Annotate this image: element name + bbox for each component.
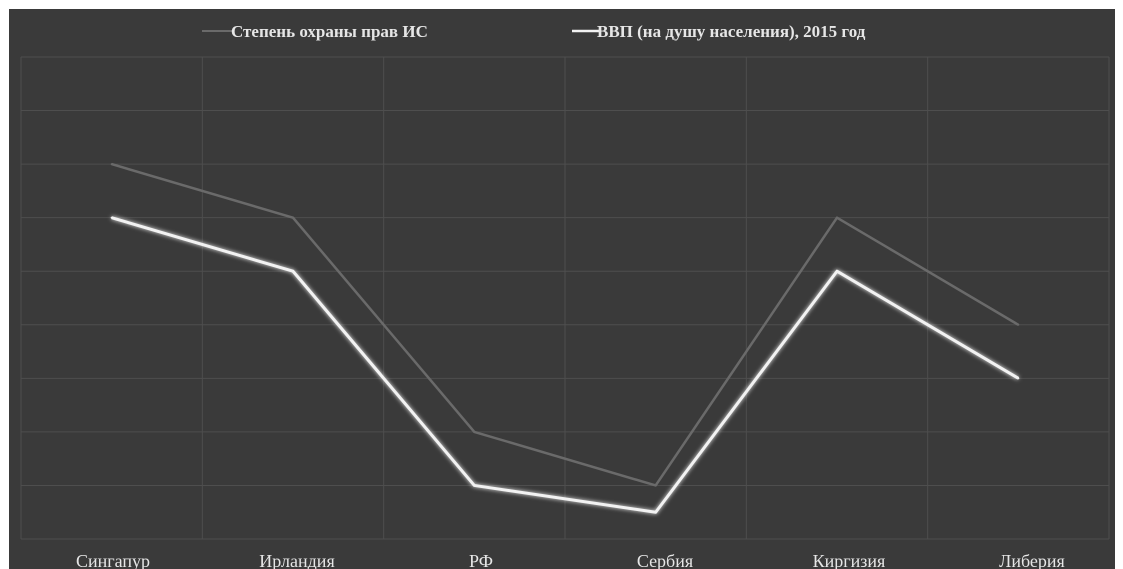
data-point-series-2: [654, 511, 657, 514]
gridlines: [20, 56, 1110, 540]
data-point-series-1: [1017, 323, 1020, 326]
legend-label-series-2: ВВП (на душу населения), 2015 год: [597, 22, 866, 41]
legend-label-series-1: Степень охраны прав ИС: [231, 22, 428, 41]
series-lines: [110, 162, 1020, 514]
data-point-series-1: [110, 163, 113, 166]
data-point-series-2: [836, 270, 838, 273]
series-line-1: [111, 162, 1019, 487]
x-tick-label: РФ: [469, 551, 493, 569]
x-axis-tick-labels: Сингапур Ирландия РФ Сербия Киргизия Либ…: [76, 551, 1065, 569]
line-chart: Степень охраны прав ИС ВВП (на душу насе…: [20, 22, 1110, 569]
chart-area: Степень охраны прав ИС ВВП (на душу насе…: [9, 9, 1115, 569]
x-tick-label: Сингапур: [76, 551, 150, 569]
data-point-series-1: [473, 430, 476, 433]
x-tick-label: Киргизия: [813, 551, 886, 569]
x-tick-label: Либерия: [999, 551, 1065, 569]
data-point-series-2: [292, 270, 294, 273]
data-point-series-1: [836, 216, 838, 219]
x-tick-label: Ирландия: [259, 551, 334, 569]
data-point-series-2: [110, 216, 113, 219]
data-point-series-1: [292, 216, 294, 219]
data-point-series-2: [1017, 377, 1020, 380]
data-point-series-1: [654, 484, 657, 487]
series-line-2: [111, 216, 1020, 514]
data-point-series-2: [473, 484, 476, 487]
x-tick-label: Сербия: [637, 551, 693, 569]
legend: Степень охраны прав ИС ВВП (на душу насе…: [202, 22, 866, 41]
